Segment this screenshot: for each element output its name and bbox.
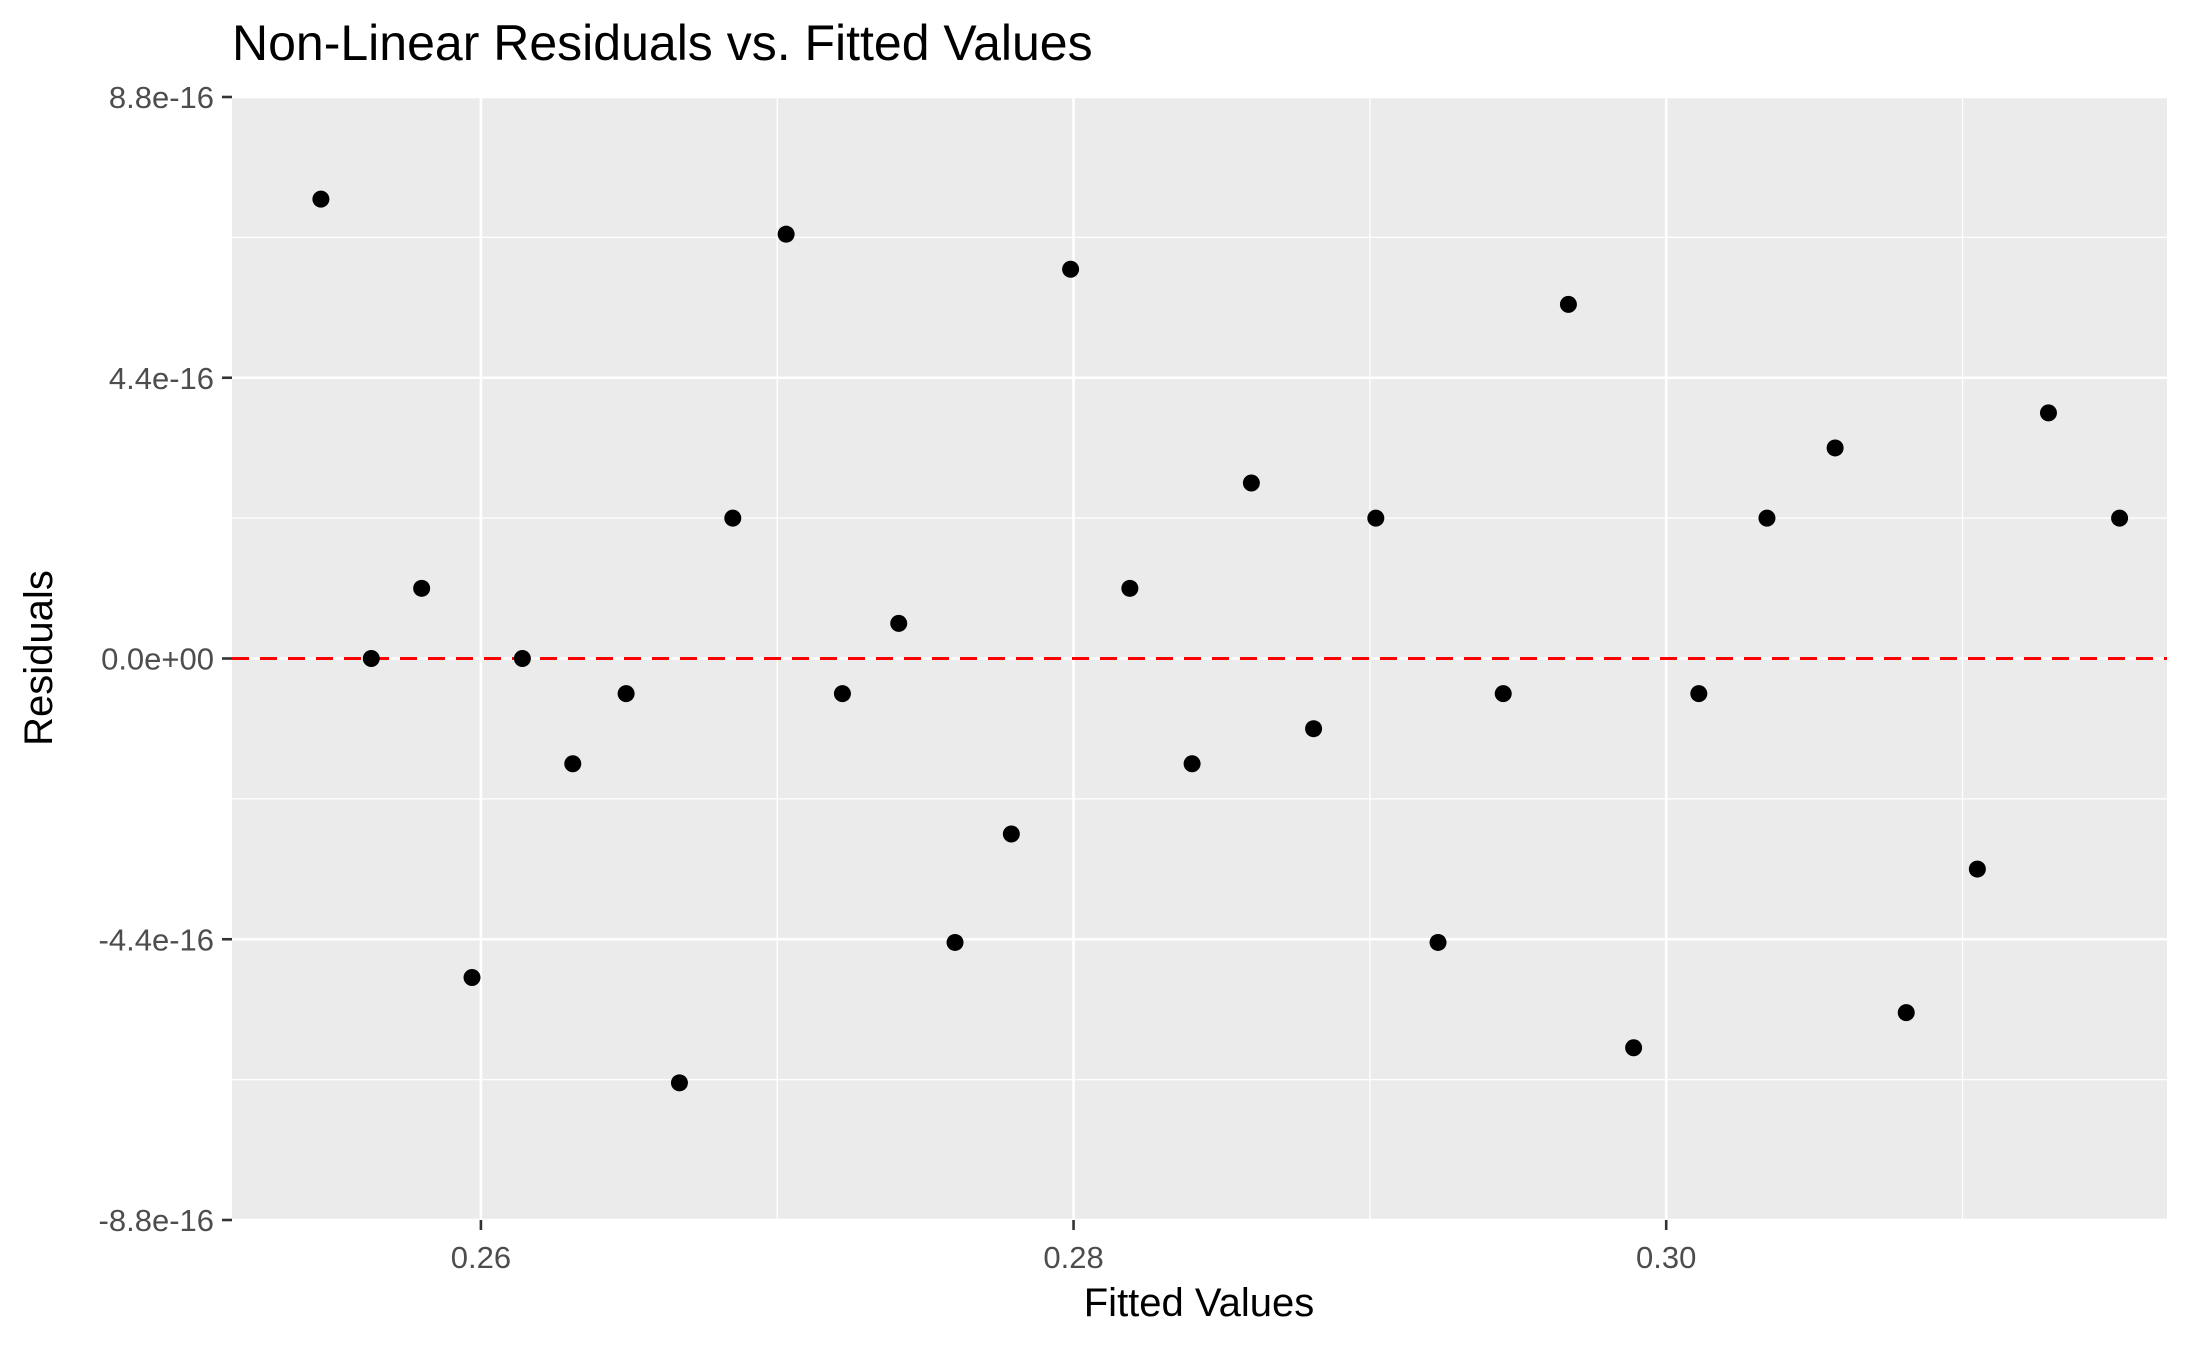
data-point <box>670 1074 688 1092</box>
data-point <box>413 579 431 597</box>
data-point <box>1305 720 1323 738</box>
data-point <box>1625 1039 1643 1057</box>
data-point <box>564 755 582 773</box>
data-point <box>463 969 481 987</box>
data-point <box>1758 509 1776 527</box>
x-tick-label: 0.30 <box>1636 1240 1696 1275</box>
data-point <box>1559 295 1577 313</box>
y-tick-label: -4.4e-16 <box>99 922 214 957</box>
data-point <box>1121 579 1139 597</box>
data-point <box>946 933 964 951</box>
data-point <box>777 225 795 243</box>
data-point <box>1367 509 1385 527</box>
x-tick-label: 0.28 <box>1043 1240 1103 1275</box>
points-layer <box>312 190 2129 1092</box>
data-point <box>2111 509 2129 527</box>
data-point <box>833 685 851 703</box>
data-point <box>1897 1004 1915 1022</box>
data-point <box>1826 439 1844 457</box>
data-point <box>312 190 330 208</box>
y-axis-title: Residuals <box>17 570 61 746</box>
data-point <box>1494 685 1512 703</box>
y-tick-label: -8.8e-16 <box>99 1203 214 1238</box>
x-axis-title: Fitted Values <box>1084 1281 1315 1325</box>
y-tick-label: 4.4e-16 <box>109 361 214 396</box>
data-point <box>362 650 380 667</box>
x-axis: 0.26 0.28 0.30 <box>451 1220 1696 1275</box>
data-point <box>513 650 531 667</box>
x-tick-label: 0.26 <box>451 1240 511 1275</box>
data-point <box>724 509 742 527</box>
y-tick-label: 8.8e-16 <box>109 80 214 115</box>
data-point <box>1242 474 1260 492</box>
data-point <box>1429 933 1447 951</box>
data-point <box>2039 404 2057 422</box>
data-point <box>1968 860 1986 878</box>
chart-title: Non-Linear Residuals vs. Fitted Values <box>232 15 1093 71</box>
data-point <box>617 685 635 703</box>
data-point <box>1002 825 1020 843</box>
data-point <box>890 614 908 632</box>
y-tick-label: 0.0e+00 <box>101 642 214 677</box>
data-point <box>1062 260 1080 278</box>
data-point <box>1183 755 1201 773</box>
data-point <box>1690 685 1708 703</box>
y-axis: -8.8e-16 -4.4e-16 0.0e+00 4.4e-16 8.8e-16 <box>99 80 232 1238</box>
